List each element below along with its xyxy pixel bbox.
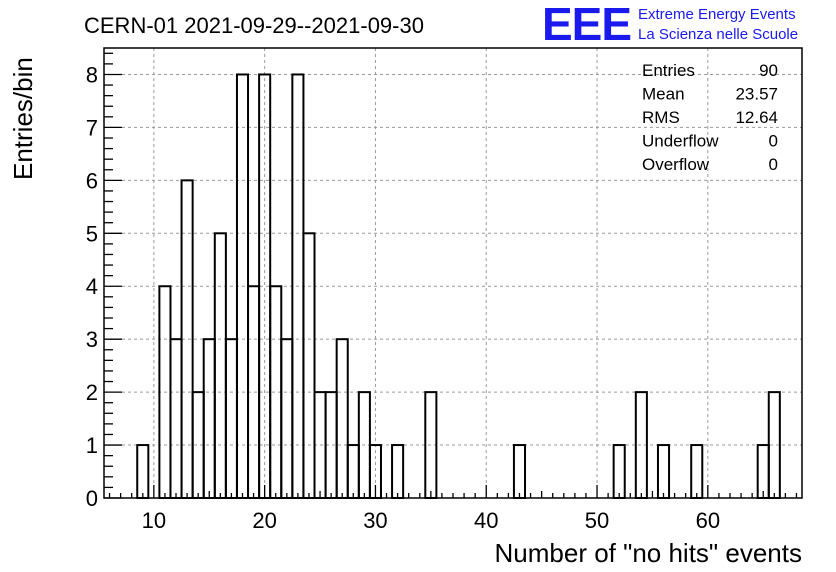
histogram-bar — [169, 338, 183, 500]
histogram-bar — [213, 232, 227, 499]
histogram-bar — [302, 232, 316, 499]
histogram-bar — [280, 338, 294, 500]
stats-value: 0 — [769, 155, 778, 174]
x-tick-label: 40 — [474, 508, 498, 533]
x-tick-label: 50 — [585, 508, 609, 533]
stats-box: Entries 90 Mean 23.57 RMS 12.64 Underflow 0 Over… — [642, 61, 778, 174]
y-tick-label: 7 — [86, 115, 98, 140]
eee-logo-line2: La Scienza nelle Scuole — [638, 26, 798, 43]
y-tick-label: 5 — [86, 221, 98, 246]
stats-value: 0 — [769, 132, 778, 151]
x-tick-label: 60 — [696, 508, 720, 533]
stats-value: 12.64 — [735, 108, 778, 127]
eee-logo-mark: EEE — [542, 0, 631, 50]
stats-value: 23.57 — [735, 85, 778, 104]
x-tick-label: 10 — [142, 508, 166, 533]
stats-label: Overflow — [642, 155, 710, 174]
plot-frame — [103, 47, 803, 499]
axis-tick-labels: 10 20 30 40 50 60 0 1 2 3 4 5 6 7 8 — [86, 62, 720, 533]
histogram-bar — [512, 444, 527, 500]
y-tick-label: 3 — [86, 327, 98, 352]
x-tick-label: 30 — [363, 508, 387, 533]
histogram-bar — [224, 338, 238, 500]
histogram-bar — [656, 444, 671, 500]
eee-logo: EEE Extreme Energy Events La Scienza nel… — [542, 0, 798, 50]
y-tick-label: 0 — [86, 486, 98, 511]
chart-title: CERN-01 2021-09-29--2021-09-30 — [84, 13, 424, 38]
y-tick-label: 1 — [86, 433, 98, 458]
grid-lines — [104, 48, 802, 498]
histogram-bar — [202, 338, 216, 500]
histogram-bar — [391, 444, 405, 500]
stats-value: 90 — [759, 61, 778, 80]
histogram-bar — [335, 338, 349, 500]
histogram-bar — [346, 444, 360, 500]
y-tick-label: 2 — [86, 380, 98, 405]
y-axis-label: Entries/bin — [8, 57, 38, 180]
histogram-bar — [690, 444, 704, 500]
stats-label: Mean — [642, 85, 685, 104]
stats-label: Entries — [642, 61, 695, 80]
x-tick-label: 20 — [252, 508, 276, 533]
histogram-bar — [612, 444, 626, 500]
histogram-bar — [136, 444, 150, 500]
y-tick-label: 8 — [86, 62, 98, 87]
stats-label: RMS — [642, 108, 680, 127]
histogram-bar — [756, 444, 770, 500]
axis-ticks — [104, 52, 798, 499]
y-tick-label: 4 — [86, 274, 98, 299]
y-tick-label: 6 — [86, 168, 98, 193]
stats-label: Underflow — [642, 132, 719, 151]
x-axis-label: Number of "no hits" events — [495, 538, 803, 568]
eee-logo-line1: Extreme Energy Events — [638, 6, 796, 23]
